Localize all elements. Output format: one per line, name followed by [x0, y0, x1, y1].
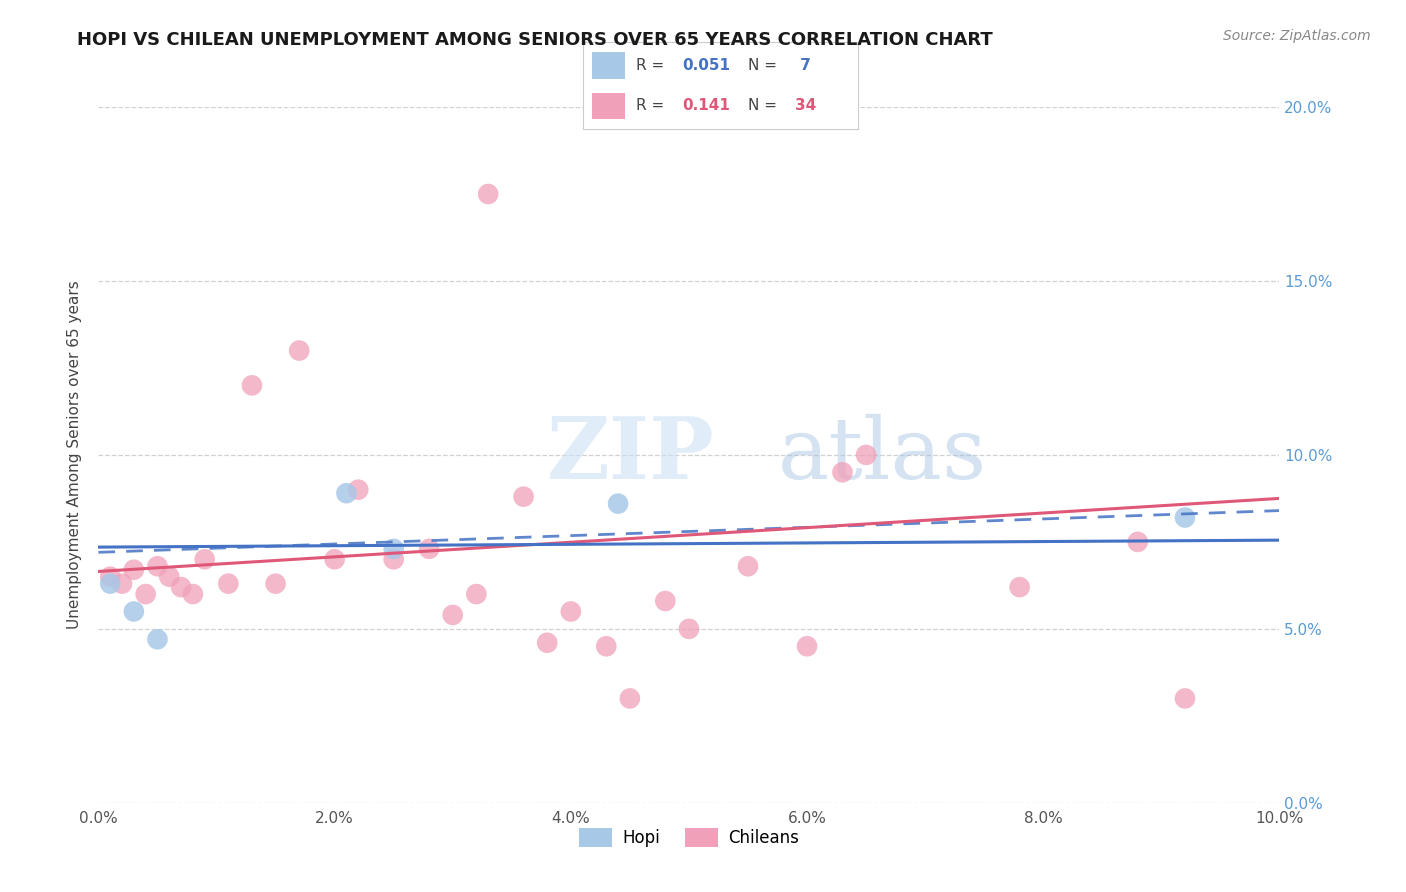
Text: 0.051: 0.051 [682, 58, 730, 73]
Point [146, 559, 169, 574]
Point [323, 552, 346, 566]
Point [536, 636, 558, 650]
Point [264, 576, 287, 591]
Text: R =: R = [636, 58, 669, 73]
Point [217, 576, 239, 591]
Point [560, 605, 582, 619]
Point [181, 587, 204, 601]
Text: R =: R = [636, 98, 669, 113]
Text: N =: N = [748, 98, 782, 113]
Point [441, 607, 464, 622]
Point [831, 466, 853, 480]
Point [111, 576, 134, 591]
Point [465, 587, 488, 601]
Point [157, 570, 180, 584]
Point [1174, 691, 1197, 706]
Legend: Hopi, Chileans: Hopi, Chileans [572, 821, 806, 854]
Point [796, 639, 818, 653]
Point [512, 490, 534, 504]
Point [98, 576, 121, 591]
Text: 0.141: 0.141 [682, 98, 730, 113]
Text: Source: ZipAtlas.com: Source: ZipAtlas.com [1223, 29, 1371, 43]
Point [1126, 534, 1149, 549]
Point [418, 541, 440, 556]
Point [335, 486, 357, 500]
Bar [592, 93, 624, 119]
Point [477, 187, 499, 202]
Point [678, 622, 700, 636]
Point [595, 639, 617, 653]
Point [855, 448, 877, 462]
Point [288, 343, 311, 358]
Point [619, 691, 641, 706]
Text: atlas: atlas [778, 413, 987, 497]
Point [737, 559, 759, 574]
Point [347, 483, 370, 497]
Point [194, 552, 217, 566]
Text: N =: N = [748, 58, 782, 73]
Text: HOPI VS CHILEAN UNEMPLOYMENT AMONG SENIORS OVER 65 YEARS CORRELATION CHART: HOPI VS CHILEAN UNEMPLOYMENT AMONG SENIO… [77, 31, 993, 49]
Text: 7: 7 [794, 58, 810, 73]
Point [382, 541, 405, 556]
Point [122, 605, 145, 619]
Point [1008, 580, 1031, 594]
Point [382, 552, 405, 566]
Point [170, 580, 193, 594]
Point [607, 497, 630, 511]
Point [1174, 510, 1197, 524]
Bar [592, 53, 624, 78]
Point [240, 378, 263, 392]
Text: ZIP: ZIP [547, 413, 716, 497]
Point [654, 594, 676, 608]
Text: 34: 34 [794, 98, 815, 113]
Point [122, 563, 145, 577]
Y-axis label: Unemployment Among Seniors over 65 years: Unemployment Among Seniors over 65 years [67, 281, 83, 629]
Point [146, 632, 169, 647]
Point [135, 587, 157, 601]
Point [98, 570, 121, 584]
